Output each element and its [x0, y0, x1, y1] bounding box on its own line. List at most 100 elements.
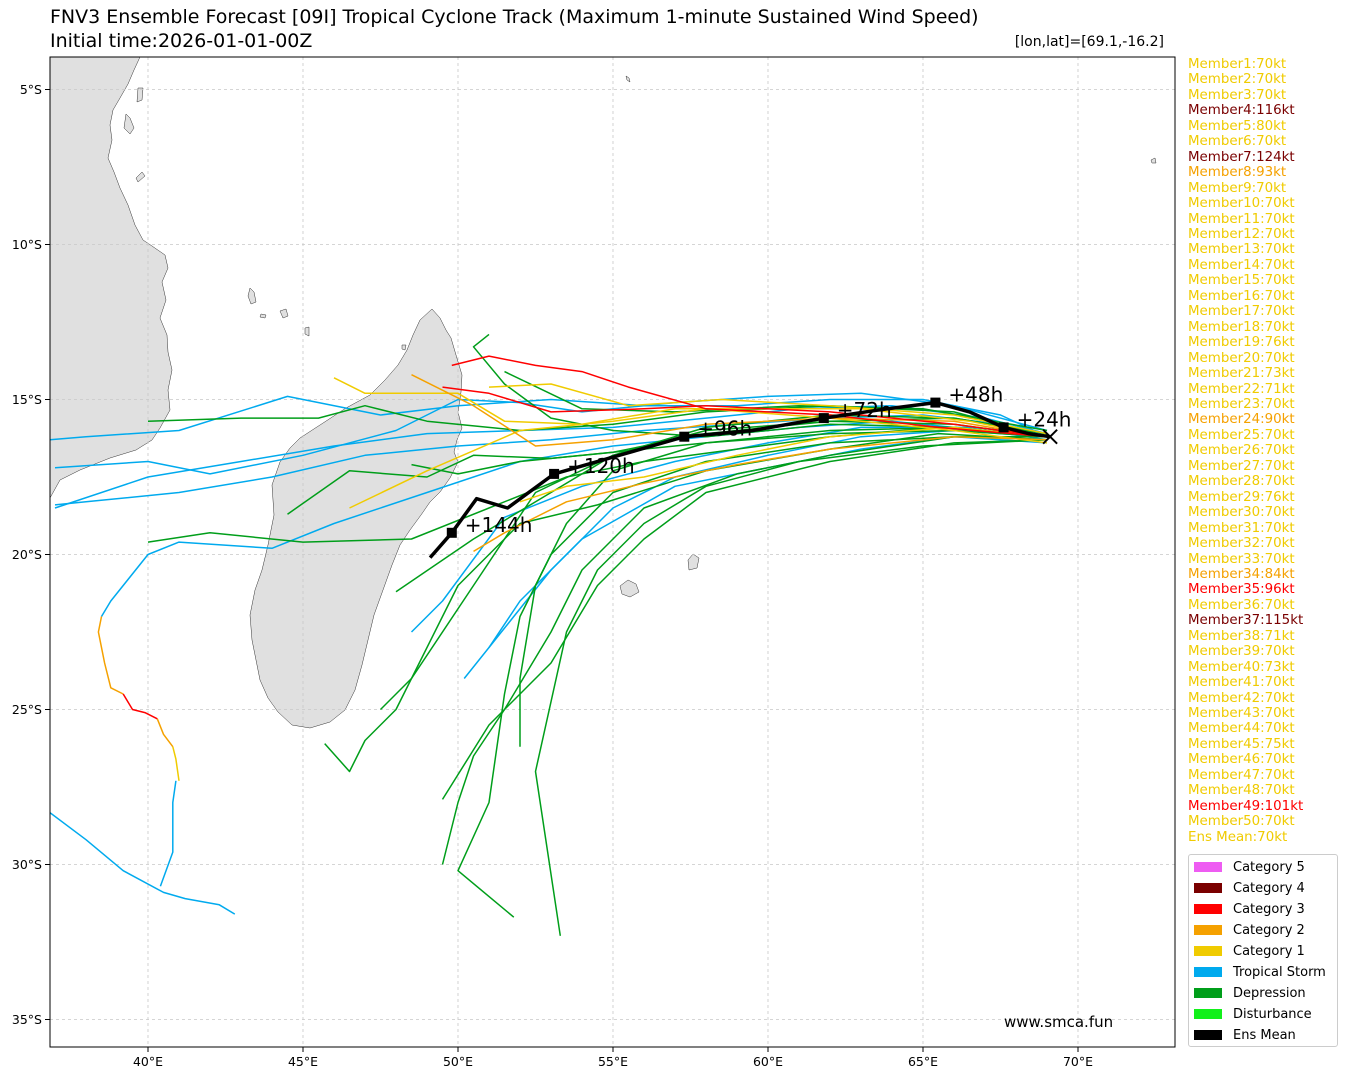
member-entry: Member7:124kt [1188, 149, 1295, 165]
member-entry: Member5:80kt [1188, 118, 1287, 134]
member-entry: Member46:70kt [1188, 752, 1295, 768]
member-entry: Member32:70kt [1188, 536, 1295, 552]
x-tick-label: 70°E [1063, 1054, 1093, 1069]
member-track [324, 432, 1048, 773]
member-track [519, 426, 1048, 503]
legend-label: Category 2 [1233, 922, 1305, 938]
legend-entry: Category 3 [1194, 899, 1305, 919]
legend-swatch [1194, 1030, 1222, 1040]
member-track [473, 435, 1048, 553]
ens-mean-marker [930, 397, 941, 408]
forecast-hour-label: +96h [697, 417, 752, 441]
member-entry: Member10:70kt [1188, 196, 1295, 212]
member-entry: Member47:70kt [1188, 767, 1295, 783]
member-entry: Member22:71kt [1188, 381, 1295, 397]
member-entry: Member20:70kt [1188, 350, 1295, 366]
member-track [333, 377, 1048, 438]
initial-position-marker [1042, 428, 1058, 445]
agalega-islet [625, 75, 631, 83]
legend-entry: Category 4 [1194, 878, 1305, 898]
y-tick-label: 10°S [12, 237, 42, 252]
mayotte [304, 326, 310, 337]
x-tick-label: 55°E [598, 1054, 628, 1069]
member-entry: Member33:70kt [1188, 551, 1295, 567]
legend-swatch [1194, 904, 1222, 914]
member-entry: Member36:70kt [1188, 597, 1295, 613]
member-track [441, 439, 1048, 800]
member-entry: Member40:73kt [1188, 659, 1295, 675]
legend-label: Depression [1233, 985, 1306, 1001]
forecast-hour-label: +144h [465, 513, 533, 537]
legend-label: Category 3 [1233, 901, 1305, 917]
legend-swatch [1194, 862, 1222, 872]
legend-entry: Category 5 [1194, 857, 1305, 877]
legend-label: Disturbance [1233, 1006, 1312, 1022]
member-entry: Member41:70kt [1188, 675, 1295, 691]
member-entry: Member28:70kt [1188, 474, 1295, 490]
member-entry: Member9:70kt [1188, 180, 1287, 196]
member-entry: Member26:70kt [1188, 443, 1295, 459]
chagos-islet [1150, 157, 1157, 164]
member-entry: Member45:75kt [1188, 736, 1295, 752]
member-entry: Member27:70kt [1188, 458, 1295, 474]
zanzibar-island [123, 113, 135, 135]
member-entry: Member49:101kt [1188, 798, 1304, 814]
forecast-hour-label: +24h [1017, 407, 1072, 431]
member-track [97, 616, 124, 695]
member-entry: Member42:70kt [1188, 690, 1295, 706]
x-tick-label: 60°E [753, 1054, 783, 1069]
map-gridlines [50, 57, 1175, 1047]
member-track [122, 693, 158, 720]
member-entry: Member43:70kt [1188, 706, 1295, 722]
legend-swatch [1194, 988, 1222, 998]
member-track [172, 746, 180, 781]
member-track [156, 718, 174, 748]
ens-mean-marker [818, 413, 829, 424]
legend-label: Category 5 [1233, 859, 1305, 875]
member-entry: Member25:70kt [1188, 427, 1295, 443]
member-entry: Member15:70kt [1188, 273, 1295, 289]
ens-mean-marker [446, 527, 457, 538]
member-entry: Member6:70kt [1188, 134, 1287, 150]
forecast-hour-label: +72h [837, 398, 892, 422]
member-tracks [50, 333, 1048, 936]
y-tick-label: 5°S [20, 82, 42, 97]
member-track [451, 355, 1048, 438]
member-entry: Member30:70kt [1188, 505, 1295, 521]
member-entry: Member17:70kt [1188, 304, 1295, 320]
member-entry: Member3:70kt [1188, 87, 1287, 103]
legend-label: Category 4 [1233, 880, 1305, 896]
reunion-island [619, 579, 640, 598]
legend-label: Category 1 [1233, 943, 1305, 959]
member-entry: Member16:70kt [1188, 288, 1295, 304]
member-track [488, 383, 1048, 435]
member-entry: Member39:70kt [1188, 644, 1295, 660]
member-track [50, 395, 1048, 441]
member-entry: Member34:84kt [1188, 566, 1295, 582]
pemba-island [136, 87, 144, 103]
member-entry: Member12:70kt [1188, 226, 1295, 242]
member-track [159, 780, 177, 887]
member-entry: Member50:70kt [1188, 814, 1295, 830]
legend-swatch [1194, 967, 1222, 977]
member-entry: Member37:115kt [1188, 613, 1304, 629]
legend-entry: Category 2 [1194, 920, 1305, 940]
member-entry: Member19:76kt [1188, 335, 1295, 351]
africa-coastline [50, 57, 173, 499]
legend-swatch [1194, 946, 1222, 956]
ens-mean-line [428, 400, 1051, 559]
member-entry: Member24:90kt [1188, 412, 1295, 428]
coordinate-readout: [lon,lat]=[69.1,-16.2] [1014, 34, 1164, 50]
comoros-grande-comore [247, 287, 257, 305]
member-track [519, 429, 1048, 747]
member-entry: Member13:70kt [1188, 242, 1295, 258]
member-entry: Member38:71kt [1188, 628, 1295, 644]
legend-entry: Tropical Storm [1194, 962, 1326, 982]
legend-entry: Ens Mean [1194, 1025, 1296, 1045]
legend-swatch [1194, 883, 1222, 893]
mafia-island [135, 171, 146, 183]
forecast-hour-label: +120h [567, 454, 635, 478]
legend-label: Tropical Storm [1233, 964, 1326, 980]
legend-label: Ens Mean [1233, 1027, 1296, 1043]
